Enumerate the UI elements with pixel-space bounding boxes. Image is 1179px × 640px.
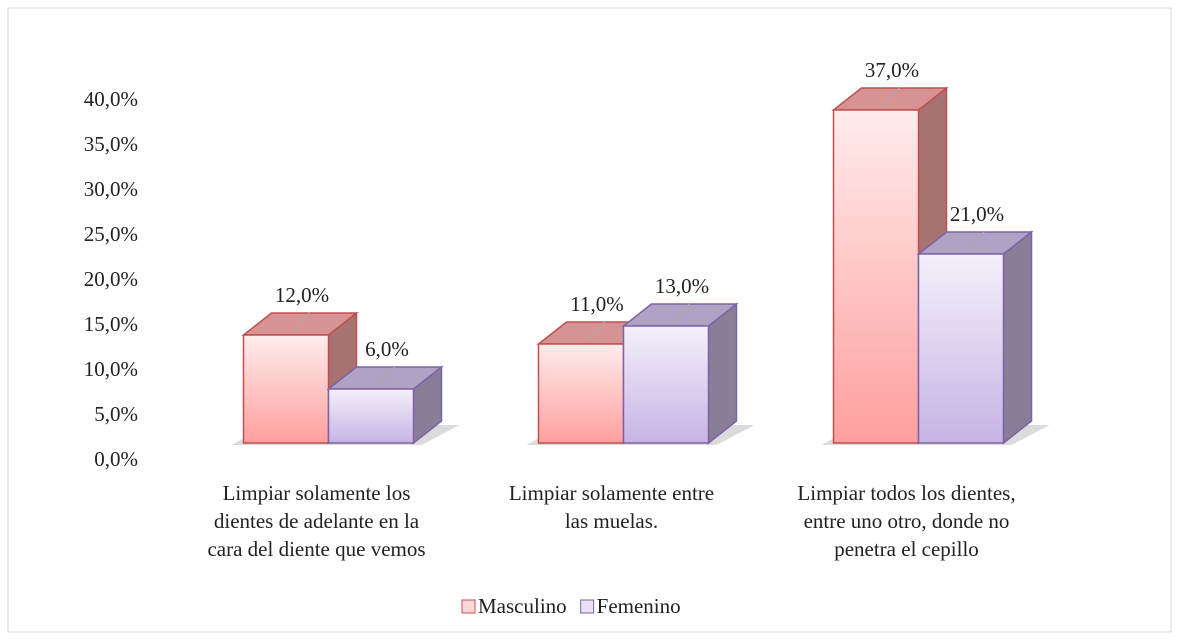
bar xyxy=(916,230,1034,445)
leader-line xyxy=(586,320,606,342)
leader-line xyxy=(881,86,901,108)
bar-side xyxy=(707,302,738,445)
leader-line xyxy=(671,302,691,324)
bar-front xyxy=(917,253,1005,444)
y-tick-label: 25,0% xyxy=(84,222,138,246)
bar xyxy=(326,365,444,445)
data-label: 21,0% xyxy=(950,202,1004,226)
bar xyxy=(621,302,739,445)
x-tick-label: Limpiar solamente los dientes de adelant… xyxy=(207,481,426,561)
bar-front xyxy=(832,109,920,444)
bar-front xyxy=(622,325,710,444)
bar-side xyxy=(1002,230,1033,445)
y-tick-label: 0,0% xyxy=(94,447,138,471)
data-label: 37,0% xyxy=(865,58,919,82)
bar-front xyxy=(242,334,330,444)
y-tick-label: 20,0% xyxy=(84,267,138,291)
y-tick-label: 30,0% xyxy=(84,177,138,201)
y-tick-label: 40,0% xyxy=(84,87,138,111)
y-tick-label: 5,0% xyxy=(94,402,138,426)
data-label: 6,0% xyxy=(365,337,409,361)
leader-line xyxy=(291,311,311,333)
bar-front xyxy=(537,343,625,444)
data-label: 12,0% xyxy=(275,283,329,307)
bar-front xyxy=(327,388,415,444)
data-label: 11,0% xyxy=(570,292,623,316)
data-label: 13,0% xyxy=(655,274,709,298)
leader-line xyxy=(376,365,396,387)
leader-line xyxy=(966,230,986,252)
legend-swatch xyxy=(461,599,476,614)
y-tick-label: 15,0% xyxy=(84,312,138,336)
legend-swatch xyxy=(580,599,595,614)
y-tick-label: 10,0% xyxy=(84,357,138,381)
legend-label: Masculino xyxy=(478,594,567,618)
legend-label: Femenino xyxy=(597,594,681,618)
y-tick-label: 35,0% xyxy=(84,132,138,156)
x-tick-label: Limpiar solamente entre las muelas. xyxy=(508,481,715,533)
x-tick-label: Limpiar todos los dientes, entre uno otr… xyxy=(797,481,1016,561)
